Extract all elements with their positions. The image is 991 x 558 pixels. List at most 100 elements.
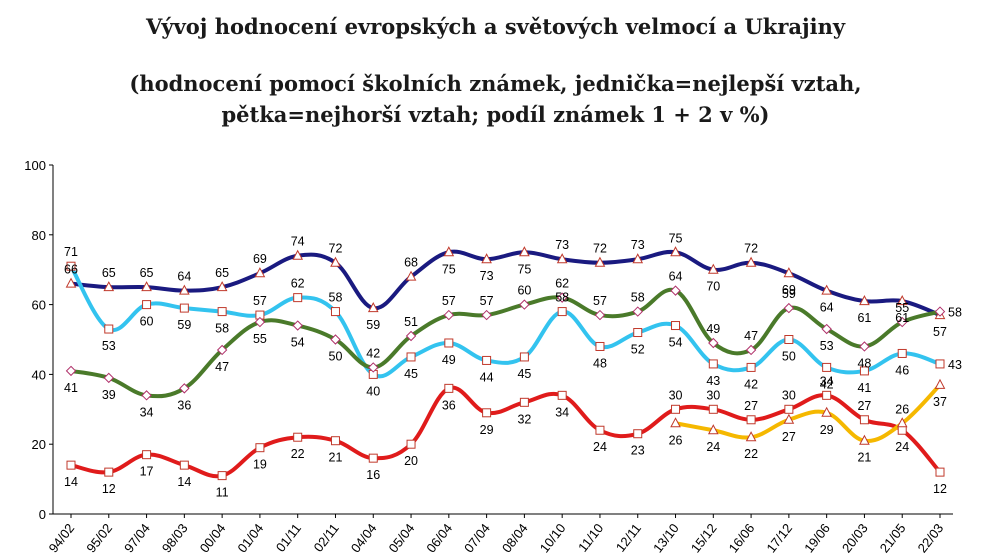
series-2-point: [330, 307, 340, 317]
series-5-point: [821, 406, 832, 417]
series-2-data-label: 58: [215, 322, 229, 336]
series-2-data-label: 62: [291, 277, 305, 291]
series-1-data-label: 59: [366, 318, 380, 332]
series-1-data-label: 74: [291, 235, 305, 249]
series-3-point: [519, 299, 530, 310]
series-2-point: [179, 303, 189, 313]
series-1-point: [405, 270, 417, 281]
series-3-data-label: 59: [782, 287, 796, 301]
series-4-line: [69, 385, 942, 479]
series-3-data-label: 36: [177, 398, 191, 412]
series-4-point: [482, 408, 492, 418]
series-2-point: [482, 355, 492, 365]
series-3-point: [670, 285, 681, 296]
series-4-point: [293, 432, 303, 442]
series-4-data-label: 17: [140, 465, 154, 479]
series-1-data-label: 73: [631, 238, 645, 252]
series-3-point: [330, 334, 341, 345]
series-1-point: [896, 295, 908, 306]
series-2-point: [633, 328, 643, 338]
series-3-data-label: 64: [669, 270, 683, 284]
series-2-data-label: 57: [253, 294, 267, 308]
series-2-point: [66, 261, 76, 271]
series-3-point: [103, 372, 114, 384]
series-4-point: [104, 467, 114, 477]
series-1-data-label: 65: [140, 266, 154, 280]
series-markers: [65, 246, 946, 481]
series-1-point: [594, 256, 606, 267]
series-4-point: [368, 453, 378, 463]
series-1-data-label: 70: [706, 280, 720, 294]
series-1-data-label: 68: [404, 256, 418, 270]
series-2-point: [444, 338, 454, 348]
series-4-data-label: 34: [820, 374, 834, 388]
series-3-data-label: 57: [442, 294, 456, 308]
series-1-data-label: 69: [253, 252, 267, 266]
series-3-data-label: 50: [329, 350, 343, 364]
series-3-point: [179, 383, 190, 394]
series-4-data-label: 30: [669, 388, 683, 402]
x-tick-label: 15/12: [688, 521, 720, 556]
series-4-point: [179, 460, 189, 470]
series-3-data-label: 58: [948, 306, 962, 320]
y-tick-label: 20: [32, 437, 46, 452]
series-1-point: [821, 284, 832, 295]
series-2-point: [406, 352, 416, 362]
series-2-data-label: 58: [329, 291, 343, 305]
x-tick-label: 05/04: [386, 521, 418, 556]
series-3-point: [481, 309, 492, 321]
series-4-data-label: 27: [744, 399, 758, 413]
series-2-data-label: 71: [64, 245, 78, 259]
x-tick-label: 01/04: [234, 521, 266, 556]
series-2-point: [784, 335, 794, 344]
series-2-data-label: 49: [442, 353, 456, 367]
series-2-point: [104, 324, 114, 334]
x-tick-label: 21/05: [877, 521, 909, 556]
series-1-point: [367, 302, 379, 313]
series-5-data-label: 21: [857, 451, 871, 465]
series-3-point: [405, 330, 417, 342]
series-3-data-label: 49: [706, 322, 720, 336]
y-tick-label: 0: [39, 507, 46, 522]
series-3-point: [859, 341, 870, 352]
series-2-point: [822, 362, 832, 372]
series-2-point: [557, 307, 567, 317]
x-tick-label: 10/10: [537, 521, 569, 556]
series-4-data-label: 34: [555, 405, 569, 419]
series-2-data-label: 42: [820, 377, 834, 391]
series-3-line: [69, 287, 942, 399]
series-3-data-label: 42: [366, 346, 380, 360]
series-1-data-label: 61: [857, 311, 871, 325]
series-2-data-label: 58: [555, 291, 569, 305]
series-4-point: [595, 425, 605, 435]
series-5-data-label: 29: [820, 423, 834, 437]
series-4-data-label: 24: [895, 440, 909, 454]
series-3-point: [783, 302, 795, 314]
x-tick-label: 02/11: [311, 521, 342, 555]
series-2-data-label: 42: [744, 377, 758, 391]
series-5-point: [783, 413, 795, 424]
chart-title: Vývoj hodnocení evropských a světových v…: [145, 14, 846, 39]
x-tick-label: 97/04: [121, 521, 153, 556]
series-1-point: [141, 281, 152, 292]
series-3-point: [594, 309, 606, 321]
series-3-data-label: 39: [102, 388, 116, 402]
series-1-line: [69, 249, 942, 318]
series-1-point: [216, 281, 228, 292]
series-1-point: [707, 263, 719, 274]
series-4-data-label: 30: [782, 388, 796, 402]
series-1-data-label: 75: [517, 262, 531, 276]
series-2-point: [217, 307, 227, 317]
series-3-point: [897, 316, 908, 328]
series-1-point: [103, 281, 115, 292]
series-2-point: [859, 366, 869, 376]
series-1-point: [556, 253, 568, 264]
series-4-data-label: 19: [253, 458, 267, 472]
series-3-data-label: 55: [895, 301, 909, 315]
series-2-data-label: 53: [102, 339, 116, 353]
series-1-point: [443, 246, 455, 257]
series-4-data-label: 23: [631, 444, 645, 458]
series-4-data-label: 21: [329, 451, 343, 465]
series-1-point: [670, 246, 681, 257]
